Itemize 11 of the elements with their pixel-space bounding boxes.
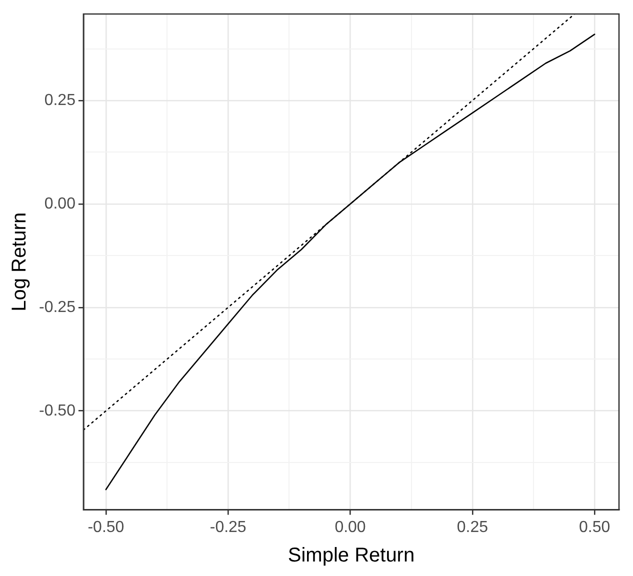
y-tick-label: -0.25 (39, 298, 76, 316)
x-tick-label: 0.25 (456, 518, 488, 536)
x-tick-label: 0.50 (579, 518, 610, 536)
x-tick-label: -0.25 (210, 518, 246, 536)
y-tick-label: -0.50 (39, 402, 76, 420)
y-tick-label: 0.00 (44, 195, 76, 212)
y-tick-label: 0.25 (44, 92, 76, 109)
x-tick-label: -0.50 (88, 518, 124, 536)
x-tick-label: 0.00 (334, 518, 366, 536)
y-axis-title: Log Return (8, 212, 31, 312)
x-axis-title: Simple Return (288, 544, 415, 567)
